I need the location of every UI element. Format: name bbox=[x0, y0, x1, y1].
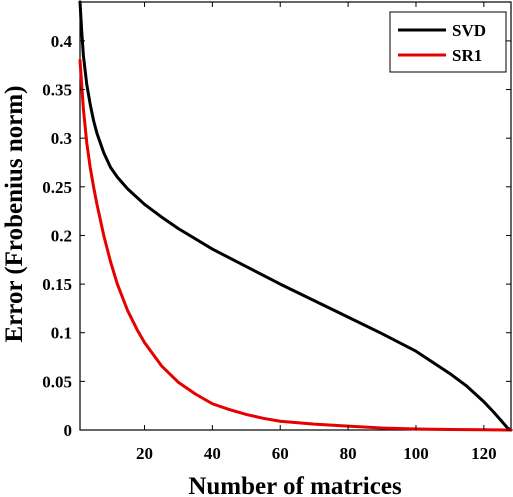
series-line-sr1 bbox=[78, 58, 513, 432]
x-tick-label: 120 bbox=[471, 444, 497, 463]
y-tick-label: 0.15 bbox=[42, 275, 72, 294]
y-tick-label: 0.4 bbox=[51, 32, 73, 51]
legend-box bbox=[389, 11, 507, 73]
x-tick-label: 20 bbox=[136, 444, 153, 463]
plot-area bbox=[79, 1, 512, 431]
x-tick-label: 60 bbox=[272, 444, 289, 463]
x-tick-label: 80 bbox=[340, 444, 357, 463]
y-tick-label: 0 bbox=[64, 421, 73, 440]
x-axis-title: Number of matrices bbox=[188, 473, 402, 497]
y-tick-label: 0.25 bbox=[42, 178, 72, 197]
x-tick-label: 100 bbox=[403, 444, 429, 463]
x-tick-label: 40 bbox=[204, 444, 221, 463]
y-tick-label: 0.35 bbox=[42, 81, 72, 100]
y-tick-label: 0.3 bbox=[51, 129, 72, 148]
legend-label-svd: SVD bbox=[452, 21, 486, 40]
y-tick-label: 0.2 bbox=[51, 226, 72, 245]
legend: SVD SR1 bbox=[389, 11, 507, 73]
y-tick-label: 0.05 bbox=[42, 372, 72, 391]
legend-label-sr1: SR1 bbox=[452, 46, 482, 65]
y-axis-title: Error (Frobenius norm) bbox=[1, 86, 28, 343]
ticks-layer: 20 40 60 80 100 120 0 0.05 0.1 0.15 0.2 0.25 0.3 0.35… bbox=[42, 2, 511, 463]
series-line-svd bbox=[78, 0, 513, 432]
plot-frame bbox=[79, 1, 512, 431]
series-layer bbox=[78, 0, 513, 432]
y-tick-label: 0.1 bbox=[51, 324, 72, 343]
